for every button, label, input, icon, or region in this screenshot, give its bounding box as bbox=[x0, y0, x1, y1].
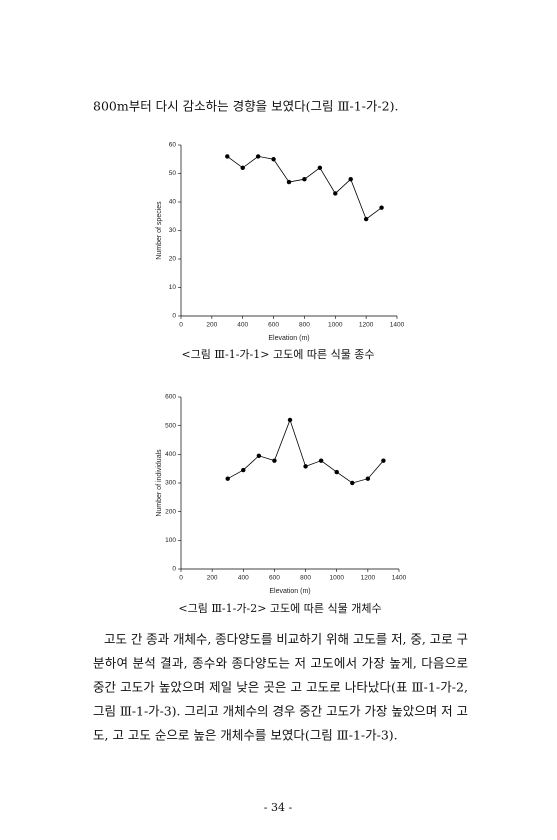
y-axis-label: Number of species bbox=[156, 201, 163, 260]
y-tick-label: 400 bbox=[165, 451, 176, 458]
data-point bbox=[240, 165, 245, 170]
data-point bbox=[225, 476, 230, 481]
intro-line: 800m부터 다시 감소하는 경향을 보였다(그림 Ⅲ-1-가-2). bbox=[93, 99, 398, 114]
data-point bbox=[255, 154, 261, 159]
data-point bbox=[271, 157, 276, 162]
y-tick-label: 100 bbox=[165, 537, 176, 544]
x-axis-label: Elevation (m) bbox=[269, 588, 310, 595]
data-point bbox=[241, 467, 246, 473]
x-tick-label: 1000 bbox=[329, 575, 344, 582]
data-point bbox=[333, 191, 338, 196]
data-point bbox=[303, 464, 308, 469]
data-point bbox=[225, 154, 230, 159]
caption: <그림 Ⅲ-1-가-2> 고도에 따른 식물 개체수 bbox=[178, 602, 381, 615]
y-tick-label: 10 bbox=[169, 284, 177, 291]
y-tick-label: 20 bbox=[169, 256, 177, 263]
y-tick-label: 0 bbox=[172, 313, 176, 320]
data-point bbox=[379, 205, 384, 210]
y-tick-label: 0 bbox=[172, 566, 176, 573]
x-tick-label: 200 bbox=[207, 575, 218, 582]
x-tick-label: 600 bbox=[269, 575, 280, 582]
data-point bbox=[286, 179, 292, 185]
x-tick-label: 800 bbox=[300, 575, 311, 582]
data-point bbox=[348, 177, 353, 182]
data-point bbox=[287, 417, 293, 423]
x-tick-label: 1000 bbox=[328, 322, 343, 329]
x-axis-label: Elevation (m) bbox=[268, 335, 309, 342]
data-point bbox=[318, 458, 324, 463]
x-tick-label: 400 bbox=[237, 322, 248, 329]
page-number: - 34 - bbox=[264, 801, 293, 814]
body-line: 중간 고도가 높았으며 제일 낮은 곳은 고 고도로 나타났다(표 Ⅲ-1-가-… bbox=[93, 680, 468, 695]
y-tick-label: 50 bbox=[169, 170, 177, 177]
x-tick-label: 800 bbox=[299, 322, 310, 329]
data-point bbox=[350, 480, 355, 486]
x-tick-label: 1400 bbox=[390, 322, 405, 329]
y-tick-label: 60 bbox=[169, 142, 177, 149]
y-axis-label: Number of individuals bbox=[156, 449, 163, 517]
y-tick-label: 300 bbox=[165, 480, 176, 487]
data-point bbox=[363, 216, 369, 222]
caption: <그림 Ⅲ-1-가-1> 고도에 따른 식물 종수 bbox=[181, 348, 374, 361]
body-line: 그림 Ⅲ-1-가-3). 그리고 개체수의 경우 중간 고도가 가장 높았으며 … bbox=[93, 704, 468, 719]
x-tick-label: 0 bbox=[179, 575, 183, 582]
y-tick-label: 30 bbox=[169, 227, 177, 234]
x-tick-label: 200 bbox=[206, 322, 217, 329]
x-tick-label: 600 bbox=[268, 322, 279, 329]
y-tick-label: 200 bbox=[165, 508, 176, 515]
y-tick-label: 500 bbox=[165, 422, 176, 429]
data-point bbox=[365, 476, 371, 481]
x-tick-label: 0 bbox=[179, 322, 183, 329]
data-point bbox=[381, 458, 386, 463]
data-point bbox=[256, 453, 262, 458]
data-point bbox=[317, 165, 323, 170]
x-tick-label: 1200 bbox=[359, 322, 374, 329]
y-tick-label: 40 bbox=[169, 199, 177, 206]
y-tick-label: 600 bbox=[165, 394, 176, 401]
body-line: 도, 고 고도 순으로 높은 개체수를 보였다(그림 Ⅲ-1-가-3). bbox=[93, 728, 398, 743]
data-point bbox=[334, 469, 339, 475]
data-point bbox=[272, 458, 277, 463]
data-point bbox=[302, 177, 307, 182]
body-line: 분하여 분석 결과, 종수와 종다양도는 저 고도에서 가장 높게, 다음으로 bbox=[93, 656, 468, 671]
x-tick-label: 400 bbox=[238, 575, 249, 582]
x-tick-label: 1400 bbox=[392, 575, 407, 582]
body-line: 고도 간 종과 개체수, 종다양도를 비교하기 위해 고도를 저, 중, 고로 … bbox=[104, 632, 468, 647]
x-tick-label: 1200 bbox=[361, 575, 376, 582]
